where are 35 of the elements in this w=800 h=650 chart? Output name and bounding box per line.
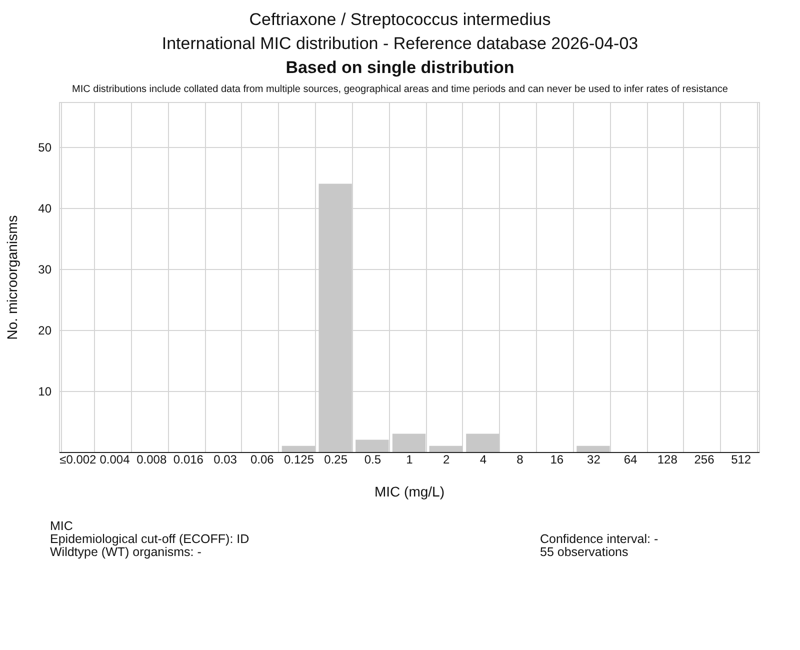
x-tick-label: 16 [550,452,564,466]
y-tick-label: 20 [38,324,52,338]
x-tick-label: ≤0.002 [60,452,97,466]
x-tick-label: 64 [624,452,638,466]
text: Wildtype (WT) organisms: - [50,545,202,559]
x-tick-label: 0.25 [324,452,348,466]
x-tick-label: 0.004 [100,452,130,466]
x-axis-title: MIC (mg/L) [374,484,444,500]
x-tick-label: 0.016 [173,452,204,466]
x-tick-label: 0.5 [364,452,382,466]
text: Confidence interval: - [540,532,658,546]
x-tick-label: 256 [694,452,715,466]
text: MIC distributions include collated data from multiple sources, geographical areas and time periods and can never be used to infer rates of resistance [71,84,729,95]
y-axis-title: No. microorganisms [4,215,20,340]
y-tick-label: 10 [38,384,52,399]
y-tick-label: 50 [38,140,52,155]
x-tick-label: 512 [731,452,752,466]
chart-subtitle: International MIC distribution - Reference database 2026-04-03 [160,33,640,55]
x-tick-label: 0.008 [136,452,167,466]
x-tick-label: 0.03 [214,452,238,466]
text: 55 observations [540,545,630,559]
x-tick-label: 4 [480,452,487,466]
text: Based on single distribution [284,57,516,79]
x-tick-label: 0.125 [284,452,314,466]
text: Epidemiological cut-off (ECOFF): ID [50,532,250,546]
x-tick-label: 128 [657,452,678,466]
x-tick-label: 1 [406,452,414,466]
y-tick-label: 40 [38,202,52,216]
x-tick-label: 8 [516,452,524,466]
y-tick-label: 30 [38,262,52,277]
x-tick-label: 0.06 [250,452,274,466]
x-tick-label: 32 [587,452,601,466]
chart-title: Ceftriaxone / Streptococcus intermedius [248,9,552,31]
text: MIC [50,519,74,533]
x-tick-label: 2 [443,452,450,466]
